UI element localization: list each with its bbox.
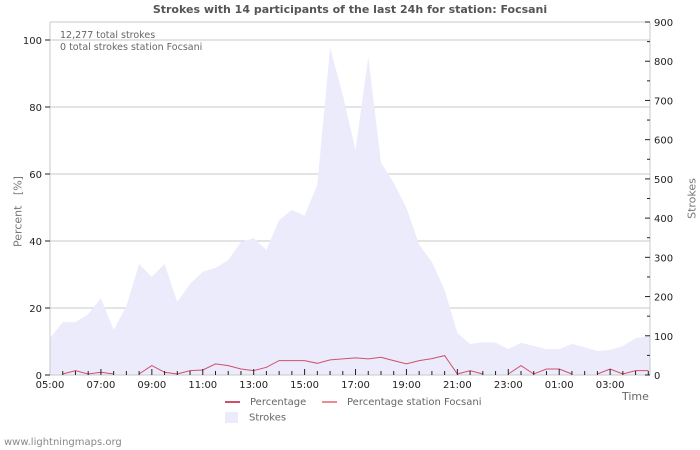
svg-text:05:00: 05:00 <box>36 380 65 391</box>
svg-text:60: 60 <box>29 170 42 181</box>
svg-text:09:00: 09:00 <box>137 380 166 391</box>
legend-label-percentage: Percentage <box>250 397 307 408</box>
svg-text:01:00: 01:00 <box>545 380 574 391</box>
svg-text:700: 700 <box>654 96 673 107</box>
axes: 0 20 40 60 80 100 0 100 200 300 400 500 600 700 800 900… <box>23 18 673 391</box>
legend-swatch-strokes <box>225 412 238 423</box>
legend-item-percentage-station: Percentage station Focsani <box>322 397 482 408</box>
svg-text:23:00: 23:00 <box>494 380 523 391</box>
y-axis-right-label: Strokes <box>685 178 699 219</box>
svg-text:40: 40 <box>29 237 42 248</box>
svg-text:0: 0 <box>654 371 660 382</box>
svg-text:600: 600 <box>654 136 673 147</box>
svg-text:100: 100 <box>654 332 673 343</box>
svg-text:500: 500 <box>654 175 673 186</box>
legend-label-percentage-station: Percentage station Focsani <box>347 397 482 408</box>
legend-swatch-percentage <box>225 401 240 403</box>
total-strokes-label: 12,277 total strokes <box>60 30 156 41</box>
legend-swatch-percentage-station <box>322 401 337 403</box>
svg-text:80: 80 <box>29 103 42 114</box>
svg-text:21:00: 21:00 <box>443 380 472 391</box>
svg-text:0: 0 <box>36 371 42 382</box>
svg-text:15:00: 15:00 <box>290 380 319 391</box>
strokes-area <box>50 47 650 376</box>
x-axis-label: Time <box>622 390 649 403</box>
svg-text:200: 200 <box>654 293 673 304</box>
svg-text:400: 400 <box>654 214 673 225</box>
legend-item-percentage: Percentage <box>225 397 306 408</box>
svg-text:17:00: 17:00 <box>341 380 370 391</box>
svg-text:800: 800 <box>654 57 673 68</box>
svg-text:20: 20 <box>29 304 42 315</box>
svg-text:900: 900 <box>654 18 673 29</box>
chart-title: Strokes with 14 participants of the last… <box>152 3 548 16</box>
svg-text:11:00: 11:00 <box>188 380 217 391</box>
legend-item-strokes: Strokes <box>225 412 286 424</box>
svg-text:300: 300 <box>654 253 673 264</box>
svg-text:13:00: 13:00 <box>239 380 268 391</box>
svg-text:03:00: 03:00 <box>596 380 625 391</box>
footer-site-link[interactable]: www.lightningmaps.org <box>4 437 122 448</box>
y-axis-left-label: Percent [%] <box>11 176 25 247</box>
svg-text:19:00: 19:00 <box>392 380 421 391</box>
legend-label-strokes: Strokes <box>249 412 287 424</box>
station-strokes-label: 0 total strokes station Focsani <box>60 42 203 53</box>
svg-text:07:00: 07:00 <box>87 380 116 391</box>
svg-text:100: 100 <box>23 36 42 47</box>
